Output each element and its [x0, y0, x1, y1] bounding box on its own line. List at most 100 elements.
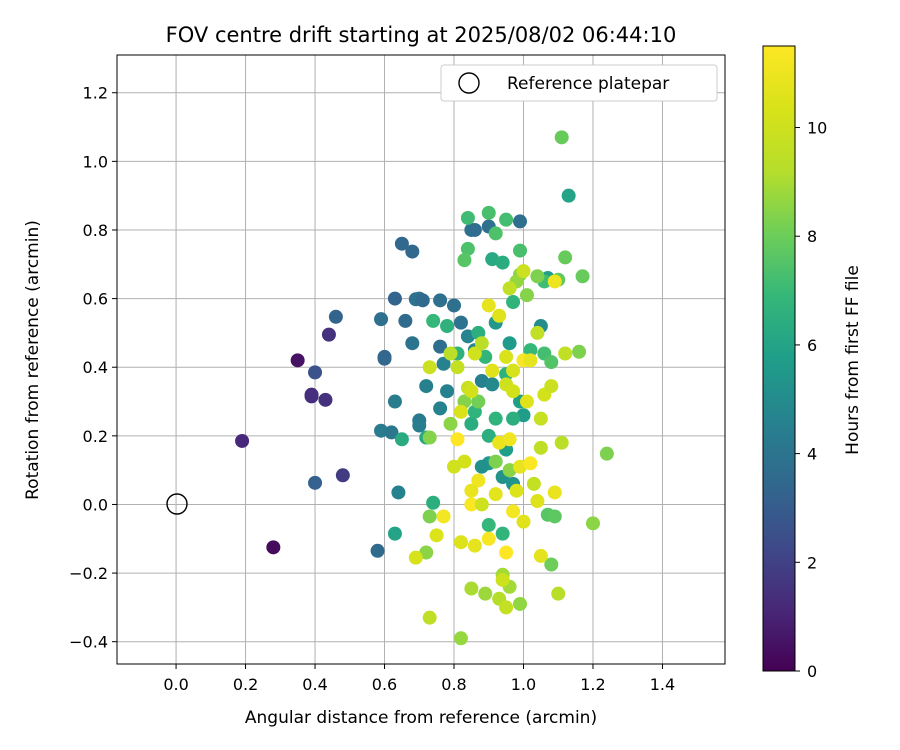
colorbar-ticks: 0 2 4 6 8 10: [795, 119, 827, 681]
data-point: [585, 516, 600, 531]
data-point: [457, 253, 472, 268]
legend-box: [440, 64, 718, 102]
data-point: [506, 384, 521, 399]
data-point: [266, 540, 281, 555]
data-point: [575, 269, 590, 284]
data-point: [377, 351, 392, 366]
data-point: [426, 313, 441, 328]
x-tick-label: 0.0: [163, 675, 188, 694]
data-point: [467, 222, 482, 237]
data-point: [433, 401, 448, 416]
data-point: [308, 475, 323, 490]
x-tick-label: 0.8: [441, 675, 466, 694]
data-point: [513, 596, 528, 611]
data-point: [436, 509, 451, 524]
data-point: [460, 210, 475, 225]
data-point: [443, 346, 458, 361]
data-point: [474, 336, 489, 351]
data-point: [523, 353, 538, 368]
x-tick-label: 1.4: [650, 675, 675, 694]
data-point: [374, 423, 389, 438]
data-point: [450, 360, 465, 375]
data-point: [572, 344, 587, 359]
data-point: [304, 389, 319, 404]
data-point: [558, 250, 573, 265]
data-point: [478, 586, 493, 601]
data-point: [453, 315, 468, 330]
y-tick-label: 1.2: [83, 84, 108, 103]
data-point: [447, 459, 462, 474]
data-point: [544, 557, 559, 572]
data-point: [530, 325, 545, 340]
legend-label: Reference platepar: [507, 74, 669, 94]
data-point: [502, 281, 517, 296]
y-tick-label: −0.4: [69, 633, 108, 652]
data-point: [481, 205, 496, 220]
grid: [117, 55, 725, 664]
colorbar-gradient: [762, 45, 796, 672]
data-point: [387, 394, 402, 409]
data-point: [391, 485, 406, 500]
data-point: [526, 476, 541, 491]
data-point: [530, 494, 545, 509]
colorbar-tick-label: 8: [807, 227, 817, 246]
data-point: [533, 411, 548, 426]
data-point: [547, 485, 562, 500]
data-point: [481, 518, 496, 533]
legend: Reference platepar: [440, 64, 718, 102]
y-tick-label: 0.8: [83, 221, 108, 240]
data-point: [384, 425, 399, 440]
colorbar-tick-label: 0: [807, 662, 817, 681]
data-point: [453, 535, 468, 550]
data-point: [474, 459, 489, 474]
x-axis-label: Angular distance from reference (arcmin): [245, 708, 597, 728]
data-point: [506, 295, 521, 310]
data-point: [412, 418, 427, 433]
data-point: [387, 526, 402, 541]
data-point: [554, 435, 569, 450]
data-points: [235, 130, 614, 646]
colorbar-label: Hours from first FF file: [843, 265, 863, 455]
data-point: [599, 446, 614, 461]
data-point: [429, 528, 444, 543]
data-point: [405, 336, 420, 351]
data-point: [328, 309, 343, 324]
y-tick-label: 0.2: [83, 427, 108, 446]
data-point: [422, 610, 437, 625]
y-axis-ticks: −0.4 −0.2 0.0 0.2 0.4 0.6 0.8 1.0 1.2: [69, 84, 117, 652]
data-point: [422, 430, 437, 445]
chart-title: FOV centre drift starting at 2025/08/02 …: [166, 23, 677, 47]
data-point: [467, 538, 482, 553]
data-point: [436, 356, 451, 371]
data-point: [481, 428, 496, 443]
data-point: [335, 468, 350, 483]
data-point: [235, 433, 250, 448]
data-point: [502, 432, 517, 447]
data-point: [374, 312, 389, 327]
data-point: [450, 432, 465, 447]
data-point: [464, 497, 479, 512]
y-tick-label: 0.6: [83, 290, 108, 309]
data-point: [554, 130, 569, 145]
data-point: [506, 411, 521, 426]
plot-frame: [116, 54, 726, 665]
y-tick-label: 0.0: [83, 495, 108, 514]
data-point: [485, 363, 500, 378]
data-point: [394, 236, 409, 251]
colorbar-tick-label: 4: [807, 445, 817, 464]
data-point: [471, 394, 486, 409]
data-point: [370, 543, 385, 558]
data-point: [488, 411, 503, 426]
data-point: [308, 365, 323, 380]
data-point: [394, 432, 409, 447]
data-point: [443, 416, 458, 431]
data-point: [516, 514, 531, 529]
reference-platepar-marker: [166, 493, 188, 515]
data-point: [485, 377, 500, 392]
y-tick-label: 1.0: [83, 152, 108, 171]
data-point: [513, 243, 528, 258]
x-tick-label: 0.4: [302, 675, 327, 694]
y-tick-label: 0.4: [83, 358, 108, 377]
data-point: [488, 226, 503, 241]
